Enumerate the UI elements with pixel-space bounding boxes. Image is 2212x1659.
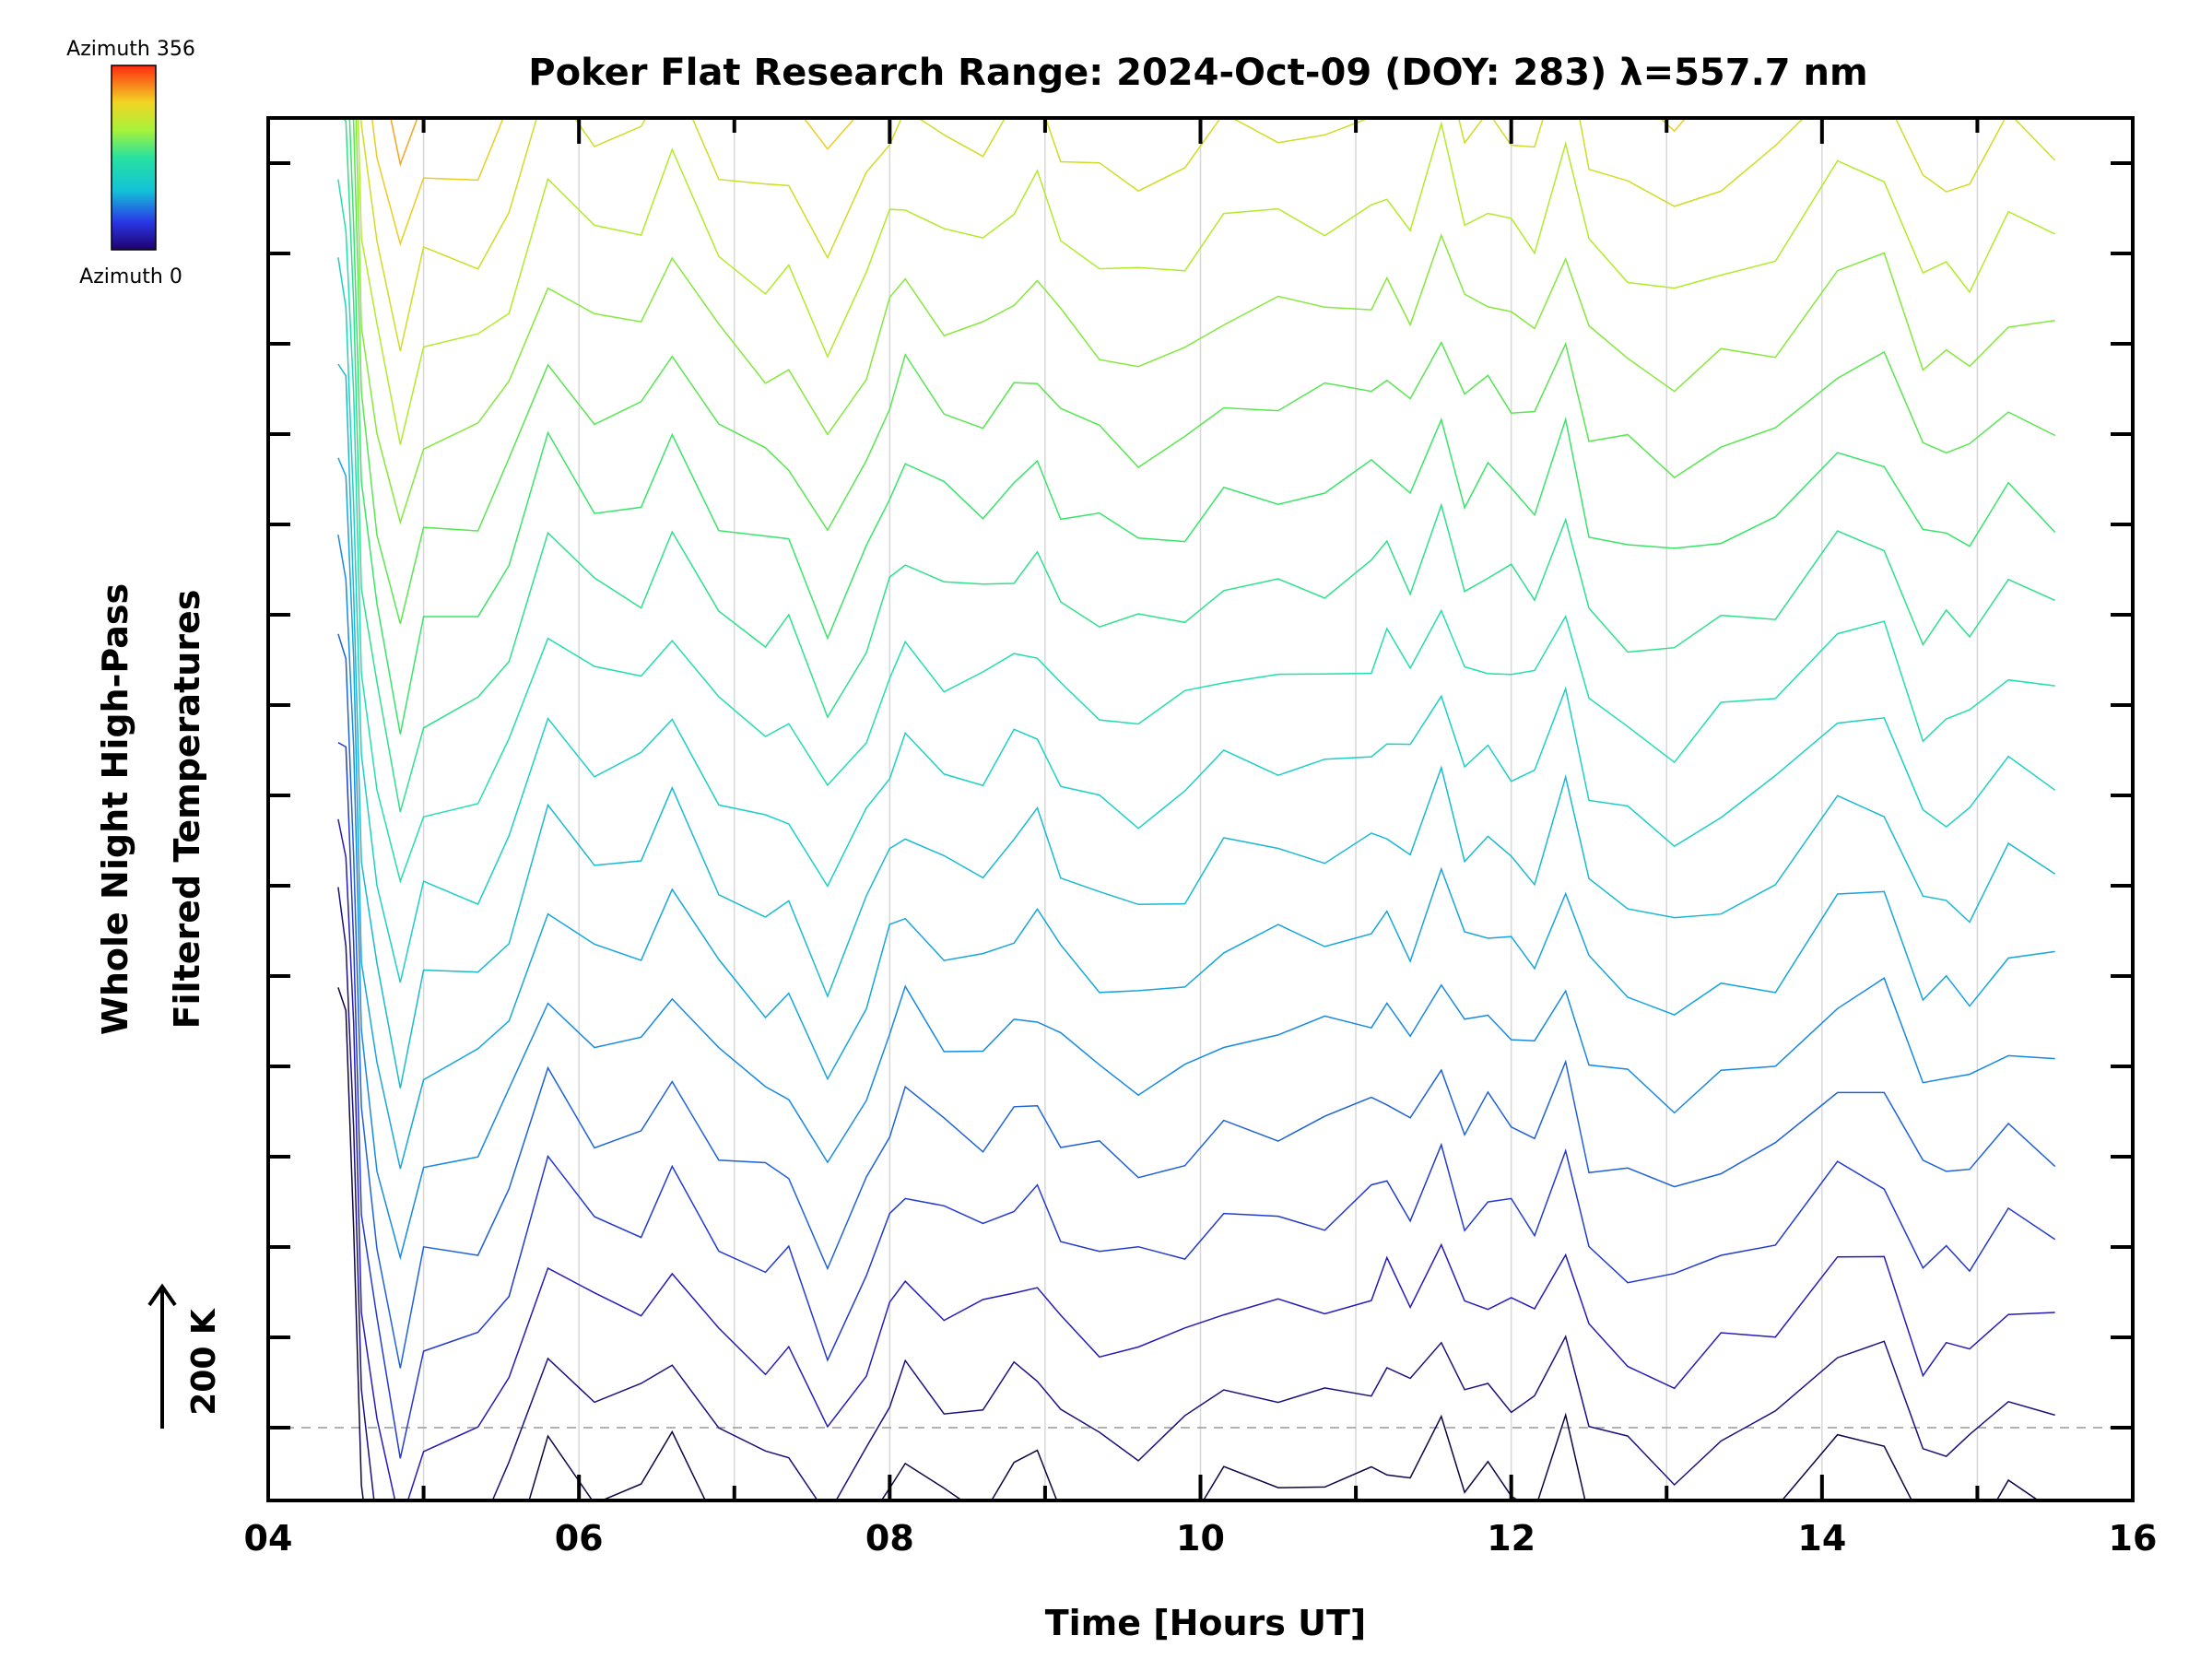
x-tick-label: 08	[865, 1518, 914, 1559]
scale-bar: 200 K	[147, 1283, 223, 1429]
scale-bar-label: 200 K	[185, 1308, 223, 1416]
series-line	[360, 118, 2056, 351]
x-tick-label: 16	[2109, 1518, 2158, 1559]
x-tick-label: 12	[1487, 1518, 1535, 1559]
x-axis-title: Time [Hours UT]	[1045, 1603, 1367, 1643]
series-line	[337, 887, 2055, 1500]
series-line	[357, 118, 2056, 445]
series-line	[337, 535, 2055, 1261]
axis-ticks: 04 06 08 10 12 14 16	[244, 118, 2158, 1559]
series-line	[355, 118, 2055, 525]
series-line	[337, 742, 2056, 1459]
chart-title: Poker Flat Research Range: 2024-Oct-09 (…	[528, 52, 1867, 94]
x-tick-label: 06	[555, 1518, 604, 1559]
colorbar-gradient	[111, 65, 157, 251]
y-axis-title-line1: Whole Night High-Pass	[95, 583, 135, 1035]
y-axis-title: Whole Night High-Pass Filtered Temperatu…	[95, 583, 207, 1035]
series-line	[348, 118, 2056, 735]
series-line	[337, 818, 2055, 1500]
series-line	[371, 118, 1687, 247]
scale-bar-arrow-head	[147, 1283, 177, 1307]
colorbar-bottom-label: Azimuth 0	[79, 265, 182, 288]
series-line	[337, 257, 2056, 983]
series-line	[352, 118, 2056, 624]
y-axis-title-line2: Filtered Temperatures	[167, 590, 207, 1030]
colorbar: Azimuth 356 Azimuth 0	[66, 38, 195, 288]
x-tick-label: 04	[244, 1518, 293, 1559]
x-grid	[422, 118, 1979, 1500]
series-lines	[337, 118, 2056, 1500]
series-line	[337, 179, 2055, 884]
x-tick-label: 14	[1797, 1518, 1846, 1559]
series-line	[337, 457, 2055, 1170]
series-line	[337, 363, 2056, 1088]
series-line	[342, 118, 2056, 813]
series-line	[337, 633, 2056, 1369]
colorbar-top-label: Azimuth 356	[66, 38, 195, 61]
x-tick-label: 10	[1176, 1518, 1225, 1559]
